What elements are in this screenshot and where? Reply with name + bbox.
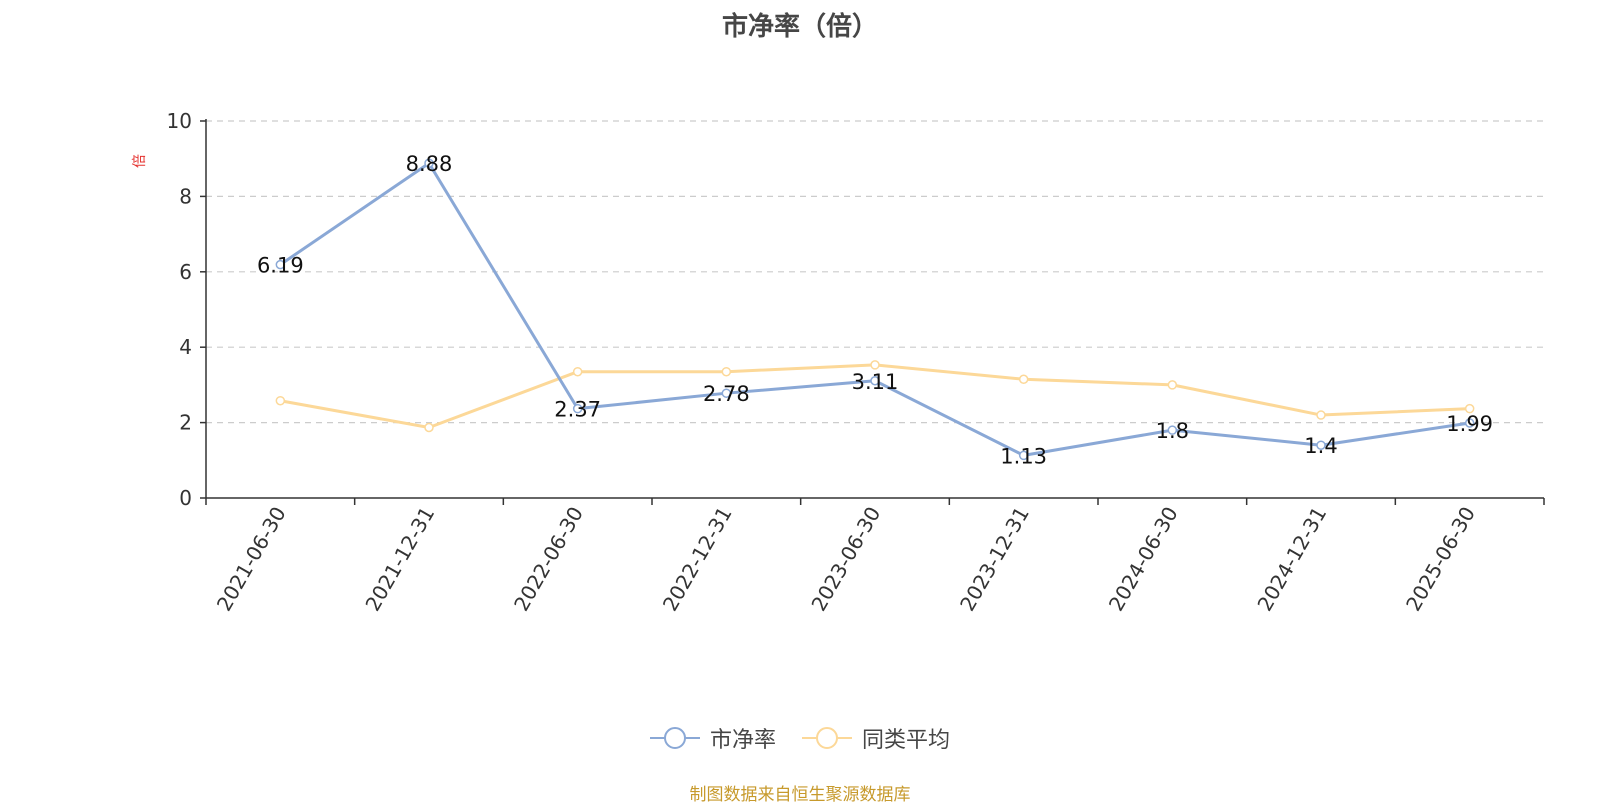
y-tick-label: 8 [179, 184, 192, 208]
data-point-pb [1018, 450, 1029, 461]
data-point-pb [1464, 418, 1475, 428]
y-tick-label: 10 [167, 109, 192, 133]
data-point-avg [1167, 380, 1178, 390]
axes: 0 2 4 6 8 10 倍 2021-06-30 2021-12-31 2022-06-30 20… [132, 109, 1545, 616]
data-point-avg [1316, 410, 1326, 420]
data-label: 3.11 [852, 370, 899, 394]
x-tick-label: 2023-12-31 [955, 503, 1034, 616]
source-note: 制图数据来自恒生聚源数据库 [689, 785, 911, 805]
series-lines [275, 158, 1475, 461]
y-tick-label: 6 [179, 260, 192, 284]
x-tick-label: 2024-06-30 [1104, 503, 1183, 616]
data-point-pb [275, 259, 286, 270]
data-point-pb [721, 388, 732, 398]
x-tick-label: 2021-06-30 [212, 503, 291, 616]
data-point-pb [572, 403, 583, 414]
data-label: 1.4 [1304, 434, 1337, 458]
legend-marker-pb [649, 727, 700, 749]
legend-item-avg[interactable]: 同类平均 [802, 722, 950, 754]
x-tick-label: 2022-06-30 [509, 503, 588, 616]
data-label: 1.99 [1446, 412, 1493, 436]
y-tick-label: 2 [179, 411, 192, 435]
x-tick-label: 2025-06-30 [1401, 503, 1480, 616]
data-point-pb [1167, 425, 1178, 435]
chart-title: 市净率（倍） [721, 12, 878, 42]
data-point-pb [1316, 440, 1326, 450]
data-point-pb [870, 376, 880, 386]
x-tick-label: 2021-12-31 [360, 503, 439, 616]
data-label: 1.8 [1156, 419, 1189, 443]
data-point-pb [424, 158, 434, 168]
grid-lines [206, 120, 1544, 424]
data-point-avg [275, 395, 286, 406]
legend-label-pb: 市净率 [709, 728, 776, 753]
data-label: 2.37 [554, 398, 601, 422]
legend: 市净率 同类平均 [0, 722, 1600, 754]
data-label: 8.88 [406, 152, 453, 176]
data-label: 1.13 [1000, 444, 1047, 468]
legend-label-avg: 同类平均 [862, 728, 951, 753]
data-point-avg [424, 422, 434, 433]
data-labels: 6.19 8.88 2.37 2.78 3.11 1.13 1.8 1.4 1.99 [257, 152, 1493, 468]
data-point-avg [721, 366, 732, 377]
data-point-avg [1464, 403, 1475, 414]
y-axis-label: 倍 [132, 154, 148, 168]
x-tick-label: 2023-06-30 [806, 503, 885, 616]
x-tick-label: 2024-12-31 [1252, 503, 1331, 616]
data-label: 6.19 [257, 254, 304, 278]
data-label: 2.78 [703, 382, 750, 406]
x-tick-label: 2022-12-31 [658, 503, 737, 616]
y-tick-label: 4 [179, 335, 192, 359]
data-point-avg [1018, 374, 1029, 384]
data-point-avg [572, 366, 583, 377]
data-point-avg [870, 360, 880, 370]
y-tick-label: 0 [179, 486, 192, 510]
legend-item-pb[interactable]: 市净率 [649, 722, 776, 754]
series-line-pb [279, 161, 1470, 457]
legend-marker-avg [802, 727, 852, 749]
